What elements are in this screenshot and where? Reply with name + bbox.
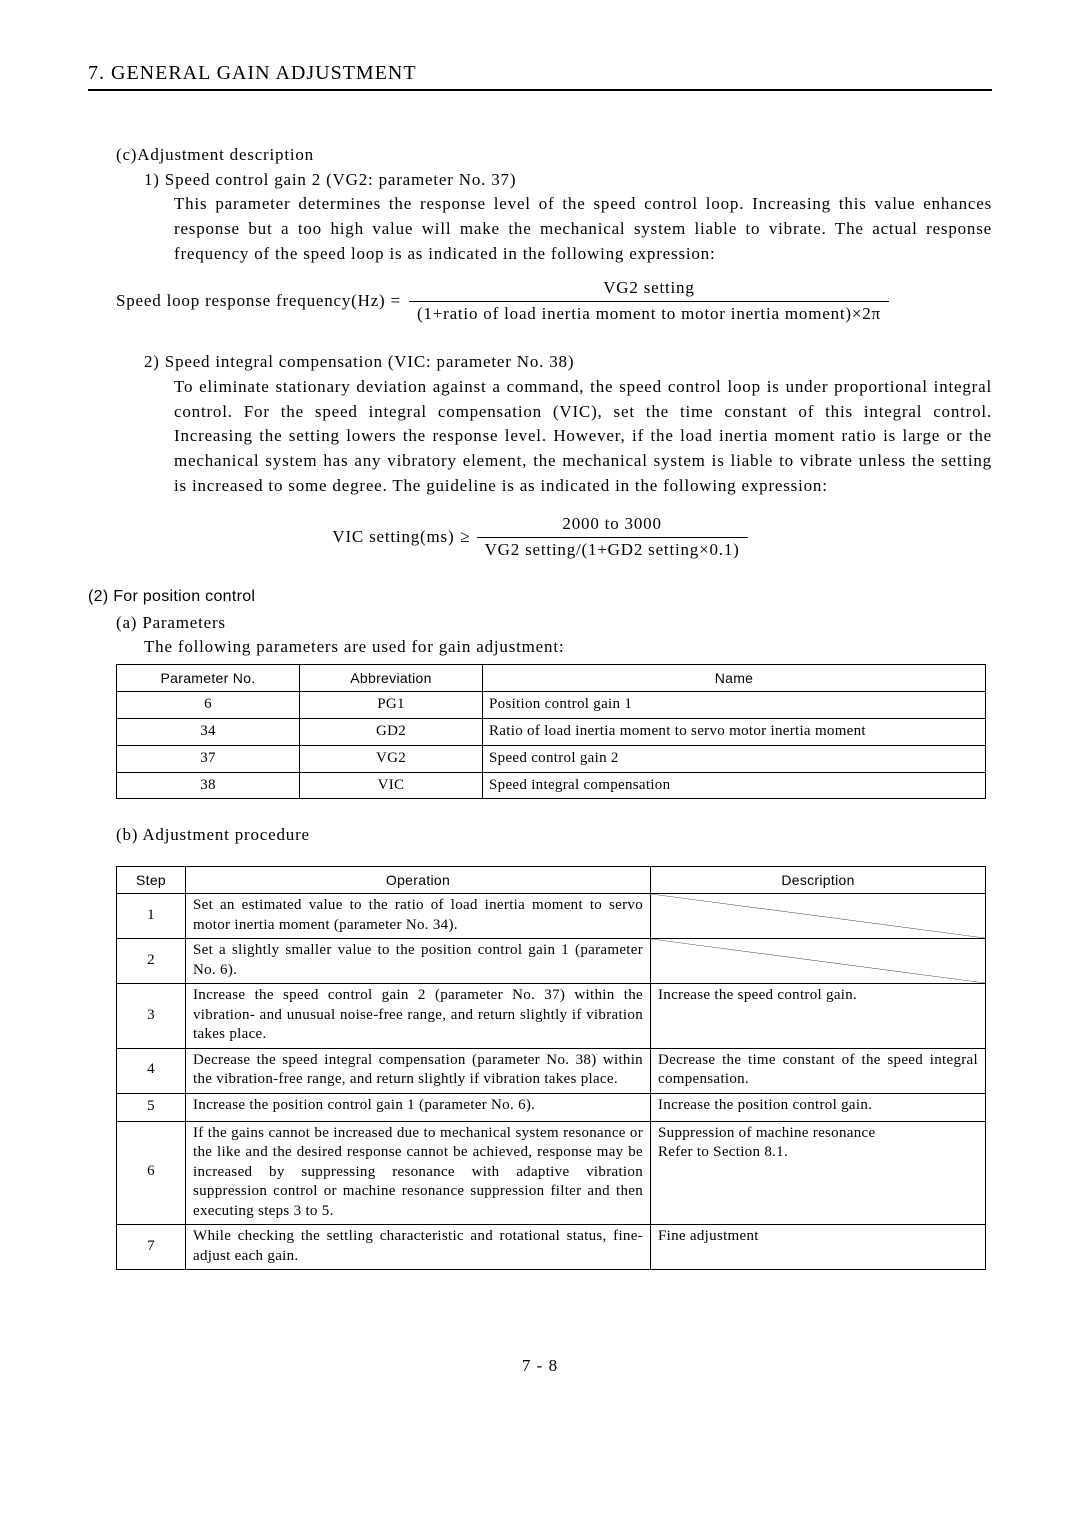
col-header: Name — [483, 665, 986, 692]
cell-step: 1 — [117, 894, 186, 939]
cell-abbrev: VG2 — [300, 745, 483, 772]
procedure-table-head: Step Operation Description — [117, 867, 986, 894]
cell-abbrev: VIC — [300, 772, 483, 799]
table-row: Parameter No. Abbreviation Name — [117, 665, 986, 692]
cell-abbrev: GD2 — [300, 719, 483, 746]
cell-description: Suppression of machine resonanceRefer to… — [651, 1121, 986, 1225]
cell-description: Increase the position control gain. — [651, 1093, 986, 1121]
page-root: 7. GENERAL GAIN ADJUSTMENT (c)Adjustment… — [0, 0, 1080, 1416]
cell-description: Decrease the time constant of the speed … — [651, 1048, 986, 1093]
eq1-lhs: Speed loop response frequency(Hz) = — [116, 289, 401, 314]
procedure-table-body: 1Set an estimated value to the ratio of … — [117, 894, 986, 1270]
eq2-denominator: VG2 setting/(1+GD2 setting×0.1) — [477, 538, 748, 563]
eq2-fraction: 2000 to 3000 VG2 setting/(1+GD2 setting×… — [477, 512, 748, 562]
para-b-label: (b) Adjustment procedure — [116, 823, 992, 848]
eq2-numerator: 2000 to 3000 — [554, 512, 669, 537]
section-c-label: (c)Adjustment description — [116, 143, 992, 168]
cell-param-no: 38 — [117, 772, 300, 799]
table-row: 6If the gains cannot be increased due to… — [117, 1121, 986, 1225]
cell-name: Ratio of load inertia moment to servo mo… — [483, 719, 986, 746]
table-row: 34GD2Ratio of load inertia moment to ser… — [117, 719, 986, 746]
cell-operation: While checking the settling characterist… — [186, 1225, 651, 1270]
section-2-label: (2) For position control — [88, 585, 992, 608]
col-header: Parameter No. — [117, 665, 300, 692]
procedure-table: Step Operation Description 1Set an estim… — [116, 866, 986, 1270]
cell-description: Fine adjustment — [651, 1225, 986, 1270]
parameter-table: Parameter No. Abbreviation Name 6PG1Posi… — [116, 664, 986, 799]
cell-description: Increase the speed control gain. — [651, 984, 986, 1049]
table-row: 2Set a slightly smaller value to the pos… — [117, 939, 986, 984]
cell-step: 2 — [117, 939, 186, 984]
equation-2: VIC setting(ms) ≥ 2000 to 3000 VG2 setti… — [88, 512, 992, 562]
table-row: 3Increase the speed control gain 2 (para… — [117, 984, 986, 1049]
cell-param-no: 6 — [117, 692, 300, 719]
item-2-body: To eliminate stationary deviation agains… — [174, 375, 992, 498]
cell-step: 7 — [117, 1225, 186, 1270]
table-row: 7While checking the settling characteris… — [117, 1225, 986, 1270]
cell-step: 5 — [117, 1093, 186, 1121]
eq1-fraction: VG2 setting (1+ratio of load inertia mom… — [409, 276, 889, 326]
section-c: (c)Adjustment description 1) Speed contr… — [88, 143, 992, 1270]
cell-operation: Set an estimated value to the ratio of l… — [186, 894, 651, 939]
eq1-denominator: (1+ratio of load inertia moment to motor… — [409, 302, 889, 327]
col-header: Operation — [186, 867, 651, 894]
cell-step: 3 — [117, 984, 186, 1049]
cell-description — [651, 894, 986, 939]
cell-param-no: 37 — [117, 745, 300, 772]
equation-1: Speed loop response frequency(Hz) = VG2 … — [116, 276, 992, 326]
item-2-label: 2) Speed integral compensation (VIC: par… — [144, 350, 992, 375]
cell-step: 6 — [117, 1121, 186, 1225]
cell-name: Speed integral compensation — [483, 772, 986, 799]
cell-description — [651, 939, 986, 984]
cell-operation: Set a slightly smaller value to the posi… — [186, 939, 651, 984]
table-row: 4Decrease the speed integral compensatio… — [117, 1048, 986, 1093]
cell-name: Position control gain 1 — [483, 692, 986, 719]
eq2-relation: ≥ — [460, 525, 470, 550]
col-header: Description — [651, 867, 986, 894]
table-row: Step Operation Description — [117, 867, 986, 894]
table-row: 37VG2Speed control gain 2 — [117, 745, 986, 772]
cell-name: Speed control gain 2 — [483, 745, 986, 772]
eq2-lhs: VIC setting(ms) — [332, 525, 454, 550]
cell-step: 4 — [117, 1048, 186, 1093]
para-a-body: The following parameters are used for ga… — [144, 635, 992, 660]
header-rule — [88, 89, 992, 91]
table-row: 38VICSpeed integral compensation — [117, 772, 986, 799]
para-a-label: (a) Parameters — [116, 611, 992, 636]
eq1-numerator: VG2 setting — [595, 276, 702, 301]
cell-operation: Increase the position control gain 1 (pa… — [186, 1093, 651, 1121]
table-row: 5Increase the position control gain 1 (p… — [117, 1093, 986, 1121]
page-number: 7 - 8 — [88, 1356, 992, 1376]
item-1-label: 1) Speed control gain 2 (VG2: parameter … — [144, 168, 992, 193]
cell-operation: Increase the speed control gain 2 (param… — [186, 984, 651, 1049]
header-title: 7. GENERAL GAIN ADJUSTMENT — [88, 62, 992, 85]
parameter-table-head: Parameter No. Abbreviation Name — [117, 665, 986, 692]
parameter-table-body: 6PG1Position control gain 134GD2Ratio of… — [117, 692, 986, 799]
cell-operation: If the gains cannot be increased due to … — [186, 1121, 651, 1225]
cell-param-no: 34 — [117, 719, 300, 746]
col-header: Abbreviation — [300, 665, 483, 692]
cell-abbrev: PG1 — [300, 692, 483, 719]
col-header: Step — [117, 867, 186, 894]
table-row: 1Set an estimated value to the ratio of … — [117, 894, 986, 939]
item-1-body: This parameter determines the response l… — [174, 192, 992, 266]
cell-operation: Decrease the speed integral compensation… — [186, 1048, 651, 1093]
table-row: 6PG1Position control gain 1 — [117, 692, 986, 719]
